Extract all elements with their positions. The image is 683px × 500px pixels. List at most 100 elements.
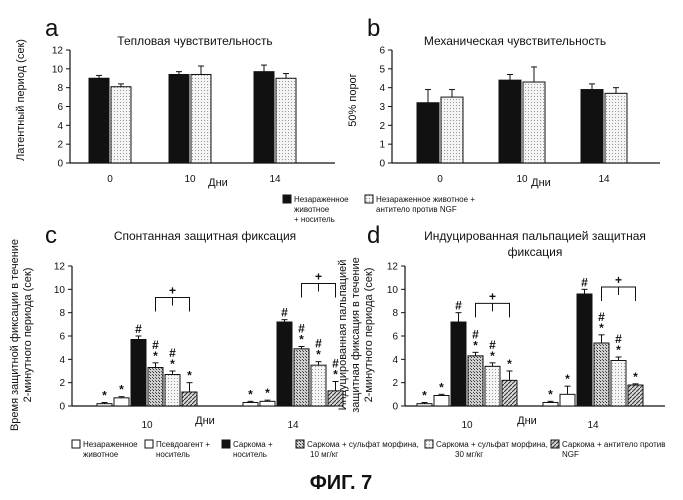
panel-c-xtick-label-0: 10 (141, 420, 153, 431)
panel-d-ytick-label-6: 12 (387, 262, 399, 273)
panel-c-ytick-label-1: 2 (59, 378, 65, 389)
panel-a-ytick-label-6: 12 (52, 46, 64, 57)
panel-a-bar-s0-c0 (88, 77, 110, 164)
legend-bottom-label-3-line2: 10 мг/кг (310, 450, 338, 459)
panel-b-bar-s0-c0 (416, 102, 440, 164)
panel-d-mark-s0-c0-0: * (422, 389, 427, 403)
panel-c-ytick-label-5: 10 (54, 285, 66, 296)
panel-c-xlabel: Дни (195, 415, 215, 427)
panel-c-mark-s5-c1-0: * (333, 368, 338, 382)
panel-c-xtick-label-1: 14 (287, 420, 299, 431)
panel-a-title: Тепловая чувствительность (117, 34, 272, 48)
panel-d-mark-s0-c1-0: * (548, 387, 553, 401)
panel-c-ytick-label-0: 0 (59, 402, 65, 413)
panel-c-ytick-label-3: 6 (59, 332, 65, 343)
legend-top-label-0-line1: Незараженное (294, 195, 349, 204)
panel-a-bar-s1-c1 (190, 73, 212, 164)
panel-c-mark-s4-c0-1: # (169, 346, 176, 360)
panel-a-ytick-label-5: 10 (52, 64, 64, 75)
figure-caption: ФИГ. 7 (310, 472, 373, 494)
panel-b-xtick-label-1: 10 (516, 174, 528, 185)
legend-top-label-1-line2: антитело против NGF (376, 205, 457, 214)
panel-c-bar-s3-c1 (293, 348, 310, 407)
panel-letter-c: c (45, 222, 57, 249)
panel-d-mark-s2-c0-0: # (455, 299, 462, 313)
legend-top-swatch-1 (364, 194, 374, 204)
panel-c-bar-s0-c1 (242, 402, 259, 407)
panel-c-mark-s2-c0-0: # (135, 322, 142, 336)
panel-c-bar-s0-c0 (96, 403, 113, 407)
panel-b-ytick-label-3: 3 (379, 102, 385, 113)
panel-b-ylabel: 50% порог (347, 73, 359, 126)
panel-d-ytick-label-2: 4 (392, 355, 398, 366)
panel-d-mark-s4-c0-0: * (490, 349, 495, 363)
legend-top-label-1-line1: Незараженное животное + (376, 195, 475, 204)
panel-c-bar-s2-c1 (276, 321, 293, 407)
panel-d-mark-s5-c1-0: * (633, 370, 638, 384)
panel-c-ytick-label-6: 12 (54, 262, 66, 273)
panel-d-mark-s3-c1-1: # (598, 310, 605, 324)
panel-b-ytick-label-5: 5 (379, 64, 385, 75)
panel-c-bar-s1-c1 (259, 400, 276, 407)
legend-bottom-label-3-line1: Саркома + сульфат морфина, (307, 440, 419, 449)
legend-bottom-swatch-2 (221, 439, 231, 449)
legend-bottom-label-2-line2: носитель (233, 450, 267, 459)
panel-d-ytick-label-4: 8 (392, 308, 398, 319)
panel-a-bar-s0-c1 (168, 73, 190, 164)
panel-b-ytick-label-4: 4 (379, 83, 385, 94)
panel-d-mark-s3-c1-0: * (599, 321, 604, 335)
panel-a-ytick-label-0: 0 (57, 159, 63, 170)
legend-top-label-0-line2: животное (294, 205, 330, 214)
panel-d-ylabel-line3: 2-минутного периода (сек) (363, 268, 375, 403)
panel-d-mark-s3-c0-0: * (473, 338, 478, 352)
panel-c-mark-s2-c1-0: # (281, 306, 288, 320)
panel-b-bar-s0-c2 (580, 89, 604, 164)
panel-c-ylabel-line2: 2-минутного периода (сек) (22, 268, 34, 403)
legend-top: Незараженное животное + носитель Незараж… (282, 194, 475, 224)
panel-c-mark-s1-c1-0: * (265, 386, 270, 400)
panel-a-ytick-label-1: 2 (57, 140, 63, 151)
panel-c-mark-s5-c0-0: * (187, 369, 192, 383)
panel-b-bar-s0-c1 (498, 79, 522, 164)
panel-c-bracket-1 (301, 283, 336, 298)
legend-bottom-label-1-line2: носитель (156, 450, 190, 459)
panel-c-mark-s0-c0-0: * (102, 389, 107, 403)
panel-c-mark-s4-c1-1: # (315, 337, 322, 351)
panel-d-ylabel-line2: защитная фиксация в течение (350, 257, 362, 413)
panel-a-bar-s0-c2 (253, 71, 275, 164)
panel-a-bar-s1-c2 (275, 77, 297, 164)
panel-c-ytick-label-2: 4 (59, 355, 65, 366)
panel-c-mark-s4-c0-0: * (170, 357, 175, 371)
panel-d-ytick-label-1: 2 (392, 378, 398, 389)
panel-d-mark-s5-c0-0: * (507, 357, 512, 371)
legend-top-label-0-line3: + носитель (294, 215, 335, 224)
panel-c-mark-s1-c0-0: * (119, 383, 124, 397)
panel-d-mark-s4-c1-1: # (615, 332, 622, 346)
panel-d-ytick-label-5: 10 (387, 285, 399, 296)
panel-d-bar-s4-c1 (610, 360, 627, 407)
legend-bottom-label-0-line2: животное (83, 450, 119, 459)
panel-d-xtick-label-1: 14 (587, 420, 599, 431)
panel-d-bar-s1-c1 (559, 393, 576, 407)
panel-b-ytick-label-0: 0 (379, 159, 385, 170)
panel-c-ylabel-line1: Время защитной фиксации в течение (9, 239, 21, 431)
legend-bottom-swatch-0 (71, 439, 81, 449)
panel-c-mark-s5-c1-1: # (332, 357, 339, 371)
panel-a-xtick-label-2: 14 (269, 174, 281, 185)
panel-d-bar-s5-c1 (627, 384, 644, 407)
panel-d-bar-s3-c1 (593, 342, 610, 407)
legend-bottom-swatch-5 (550, 439, 560, 449)
panel-d-title-line1: Индуцированная пальпацией защитная (424, 229, 646, 243)
panel-letter-b: b (367, 15, 380, 42)
panel-c-bracket-0 (155, 297, 190, 312)
legend-bottom-swatch-1 (144, 439, 154, 449)
legend-bottom-label-2-line1: Саркома + (233, 440, 273, 449)
panel-b-title: Механическая чувствительность (424, 34, 606, 48)
panel-c-mark-s3-c1-1: # (298, 322, 305, 336)
panel-c-mark-s3-c0-0: * (153, 349, 158, 363)
panel-c-bar-s2-c0 (130, 339, 147, 407)
panel-d-bar-s1-c0 (433, 395, 450, 407)
panel-a-xtick-label-0: 0 (107, 174, 113, 185)
